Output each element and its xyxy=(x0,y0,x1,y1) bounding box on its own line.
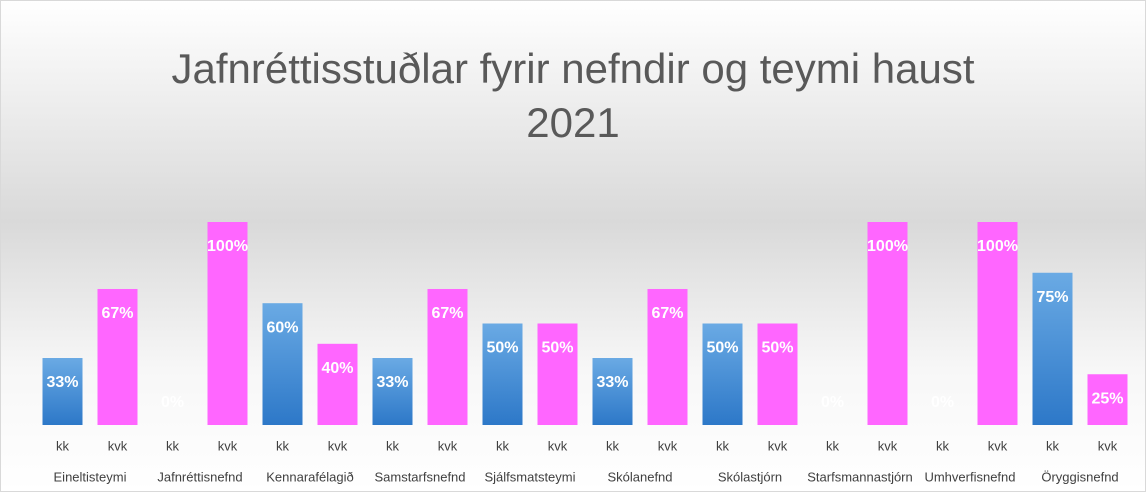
bar xyxy=(372,358,413,425)
data-label: 100% xyxy=(207,238,248,255)
sub-category-label: kk xyxy=(826,438,840,453)
bar xyxy=(207,222,248,425)
bar xyxy=(427,288,468,425)
bar xyxy=(647,288,688,425)
data-label: 100% xyxy=(867,238,908,255)
bar xyxy=(482,323,523,425)
bar xyxy=(1087,374,1128,425)
sub-category-label: kk xyxy=(496,438,510,453)
category-label: Skólastjórn xyxy=(718,469,782,484)
sub-category-label: kvk xyxy=(658,438,678,453)
data-label: 67% xyxy=(101,305,133,322)
sub-category-label: kk xyxy=(606,438,620,453)
category-label: Skólanefnd xyxy=(607,469,672,484)
sub-category-label: kk xyxy=(1046,438,1060,453)
data-label: 0% xyxy=(161,394,184,411)
sub-category-label: kvk xyxy=(108,438,128,453)
data-label: 75% xyxy=(1036,289,1068,306)
category-label: Umhverfisnefnd xyxy=(924,469,1015,484)
sub-category-label: kk xyxy=(386,438,400,453)
sub-category-label: kvk xyxy=(768,438,788,453)
chart-title: Jafnréttisstuðlar fyrir nefndir og teymi… xyxy=(171,45,975,146)
sub-category-label: kk xyxy=(166,438,180,453)
category-label: Eineltisteymi xyxy=(54,469,127,484)
sub-category-label: kvk xyxy=(548,438,568,453)
sub-category-label: kk xyxy=(936,438,950,453)
data-label: 33% xyxy=(596,374,628,391)
bar xyxy=(592,358,633,425)
data-label: 40% xyxy=(321,360,353,377)
data-label: 33% xyxy=(46,374,78,391)
sub-category-label: kvk xyxy=(878,438,898,453)
bar xyxy=(317,343,358,425)
category-label: Kennarafélagið xyxy=(266,469,353,484)
bar xyxy=(262,303,303,425)
data-label: 0% xyxy=(821,394,844,411)
data-label: 100% xyxy=(977,238,1018,255)
bar xyxy=(977,222,1018,425)
bar xyxy=(702,323,743,425)
category-label: Starfsmannastjórn xyxy=(807,469,913,484)
category-label: Öryggisnefnd xyxy=(1041,469,1118,484)
data-label: 60% xyxy=(266,319,298,336)
sub-category-label: kk xyxy=(716,438,730,453)
sub-category-label: kk xyxy=(56,438,70,453)
data-label: 0% xyxy=(931,394,954,411)
bar xyxy=(97,288,138,425)
sub-category-label: kvk xyxy=(988,438,1008,453)
sub-category-label: kvk xyxy=(1098,438,1118,453)
data-label: 50% xyxy=(761,340,793,357)
bar xyxy=(757,323,798,425)
bar xyxy=(537,323,578,425)
data-label: 67% xyxy=(431,305,463,322)
sub-category-label: kvk xyxy=(438,438,458,453)
data-label: 33% xyxy=(376,374,408,391)
data-label: 50% xyxy=(541,340,573,357)
data-label: 50% xyxy=(486,340,518,357)
category-label: Jafnréttisnefnd xyxy=(157,469,242,484)
data-label: 67% xyxy=(651,305,683,322)
bar xyxy=(42,358,83,425)
data-label: 25% xyxy=(1091,390,1123,407)
sub-category-label: kvk xyxy=(328,438,348,453)
data-label: 50% xyxy=(706,340,738,357)
bar xyxy=(1032,272,1073,425)
sub-category-label: kvk xyxy=(218,438,238,453)
category-label: Sjálfsmatsteymi xyxy=(484,469,575,484)
sub-category-label: kk xyxy=(276,438,290,453)
category-label: Samstarfsnefnd xyxy=(374,469,465,484)
bar xyxy=(867,222,908,425)
